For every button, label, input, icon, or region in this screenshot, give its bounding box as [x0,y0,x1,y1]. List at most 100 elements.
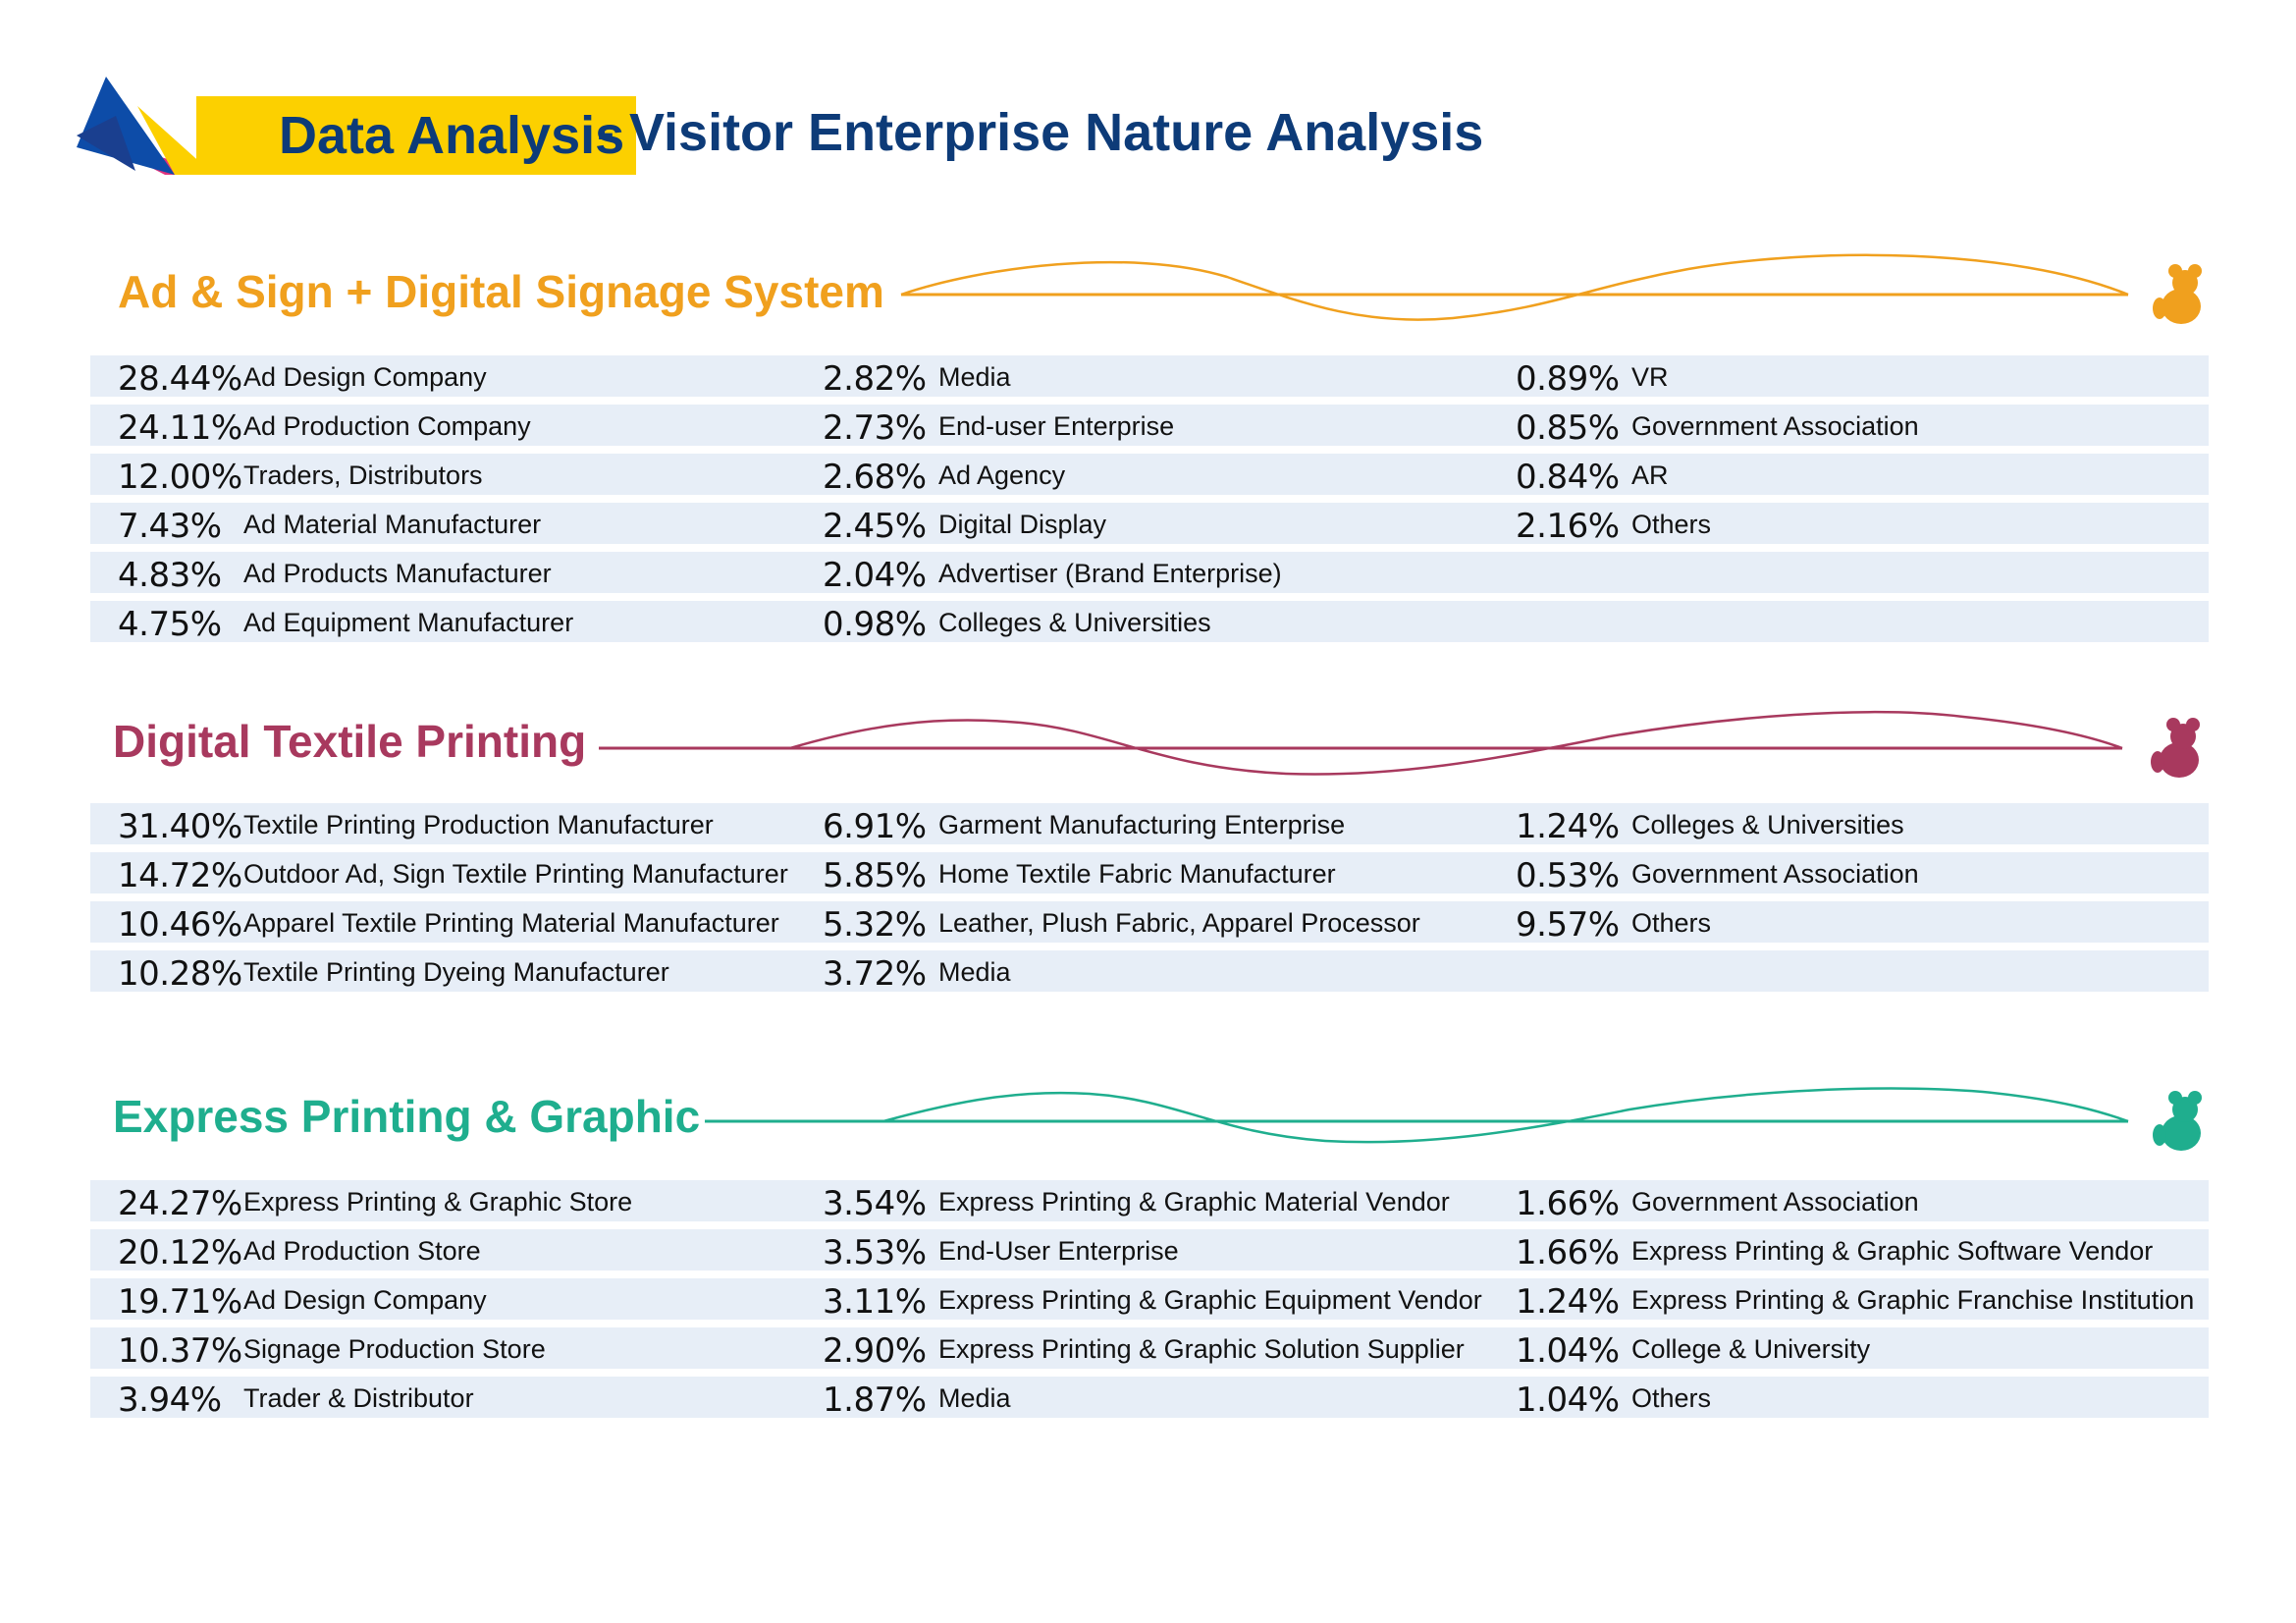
badge-title-text: Data Analysis [279,106,625,165]
wave-decoration [900,253,2129,321]
percentage-value: 20.12% [118,1233,242,1272]
category-label: Government Association [1631,859,1919,889]
percentage-value: 3.53% [823,1233,927,1272]
table-row: 24.27% Express Printing & Graphic Store 3.… [90,1180,2209,1223]
table-row: 14.72% Outdoor Ad, Sign Textile Printing … [90,852,2209,895]
wave-decoration [705,1087,2129,1144]
percentage-value: 10.28% [118,954,242,994]
mascot-icon [2153,1091,2202,1151]
mascot-icon [2153,264,2202,324]
category-label: Signage Production Store [243,1334,546,1364]
category-label: Ad Production Company [243,411,531,441]
wave-decoration [599,710,2123,776]
section-title: Digital Textile Printing [113,716,587,767]
section-ad-sign: Ad & Sign + Digital Signage System 28.44… [0,247,2296,644]
percentage-value: 2.73% [823,408,927,448]
percentage-value: 4.83% [118,556,222,595]
badge-title: Data Analysis [196,96,637,175]
percentage-value: 1.66% [1516,1184,1620,1223]
table-row: 3.94% Trader & Distributor 1.87% Media 1.04%… [90,1377,2209,1420]
category-label: Government Association [1631,411,1919,441]
category-label: Media [938,362,1011,392]
percentage-value: 3.54% [823,1184,927,1223]
section-header: Express Printing & Graphic [0,1072,2296,1161]
category-label: Ad Design Company [243,1285,487,1315]
section-header: Ad & Sign + Digital Signage System [0,247,2296,336]
category-label: Home Textile Fabric Manufacturer [938,859,1336,889]
table-row: 10.28% Textile Printing Dyeing Manufactur… [90,950,2209,994]
table-row: 4.75% Ad Equipment Manufacturer 0.98% Colle… [90,601,2209,644]
percentage-value: 24.11% [118,408,242,448]
category-label: Media [938,1383,1011,1413]
category-label: AR [1631,460,1669,490]
category-label: VR [1631,362,1669,392]
category-label: Ad Products Manufacturer [243,559,552,588]
percentage-value: 3.72% [823,954,927,994]
category-label: Express Printing & Graphic Store [243,1187,633,1217]
percentage-value: 2.45% [823,507,927,546]
percentage-value: 6.91% [823,807,927,846]
percentage-value: 3.11% [823,1282,927,1322]
category-label: Traders, Distributors [243,460,483,490]
section-table: 31.40% Textile Printing Production Manufa… [90,803,2209,1000]
percentage-value: 0.53% [1516,856,1620,895]
percentage-value: 2.68% [823,458,927,497]
percentage-value: 0.89% [1516,359,1620,399]
table-row: 19.71% Ad Design Company 3.11% Express Prin… [90,1278,2209,1322]
table-row: 20.12% Ad Production Store 3.53% End-User E… [90,1229,2209,1272]
page-header: Data Analysis - Visitor Enterprise Natur… [77,77,1549,185]
category-label: Others [1631,908,1712,938]
percentage-value: 31.40% [118,807,242,846]
category-label: Ad Design Company [243,362,487,392]
table-row: 31.40% Textile Printing Production Manufa… [90,803,2209,846]
category-label: Leather, Plush Fabric, Apparel Processor [938,908,1420,938]
section-title: Express Printing & Graphic [113,1091,701,1142]
percentage-value: 9.57% [1516,905,1620,945]
section-header: Digital Textile Printing [0,697,2296,785]
category-label: Outdoor Ad, Sign Textile Printing Manufa… [243,859,788,889]
category-label: Express Printing & Graphic Equipment Ven… [938,1285,1482,1315]
category-label: Trader & Distributor [243,1383,474,1413]
category-label: Colleges & Universities [1631,810,1904,839]
category-label: Textile Printing Production Manufacturer [243,810,714,839]
percentage-value: 10.46% [118,905,242,945]
section-digital-textile: Digital Textile Printing 31.40% Textile P… [0,697,2296,994]
table-row: 28.44% Ad Design Company 2.82% Media 0.89% VR [90,355,2209,399]
percentage-value: 12.00% [118,458,242,497]
category-label: Ad Agency [938,460,1066,490]
percentage-value: 4.75% [118,605,222,644]
percentage-value: 2.16% [1516,507,1620,546]
category-label: Media [938,957,1011,987]
category-label: Ad Material Manufacturer [243,510,542,539]
category-label: Digital Display [938,510,1107,539]
category-label: Express Printing & Graphic Franchise Ins… [1631,1285,2195,1315]
percentage-value: 1.87% [823,1380,927,1420]
section-table: 24.27% Express Printing & Graphic Store 3.… [90,1180,2209,1426]
section-title: Ad & Sign + Digital Signage System [118,266,884,317]
percentage-value: 5.85% [823,856,927,895]
category-label: Others [1631,510,1712,539]
category-label: Ad Production Store [243,1236,481,1266]
table-row: 10.46% Apparel Textile Printing Material … [90,901,2209,945]
logo-icon [77,77,214,175]
table-row: 4.83% Ad Products Manufacturer 2.04% Advert… [90,552,2209,595]
category-label: Garment Manufacturing Enterprise [938,810,1346,839]
category-label: Colleges & Universities [938,608,1211,637]
category-label: Apparel Textile Printing Material Manufa… [243,908,779,938]
percentage-value: 24.27% [118,1184,242,1223]
percentage-value: 3.94% [118,1380,222,1420]
section-table: 28.44% Ad Design Company 2.82% Media 0.89% VR… [90,355,2209,650]
percentage-value: 1.66% [1516,1233,1620,1272]
table-row: 24.11% Ad Production Company 2.73% End-user… [90,405,2209,448]
percentage-value: 2.04% [823,556,927,595]
category-label: End-User Enterprise [938,1236,1179,1266]
section-express-printing: Express Printing & Graphic 24.27% Express… [0,1072,2296,1420]
category-label: Express Printing & Graphic Solution Supp… [938,1334,1465,1364]
table-row: 7.43% Ad Material Manufacturer 2.45% Digita… [90,503,2209,546]
category-label: Government Association [1631,1187,1919,1217]
percentage-value: 0.84% [1516,458,1620,497]
percentage-value: 10.37% [118,1331,242,1371]
percentage-value: 1.04% [1516,1380,1620,1420]
percentage-value: 0.85% [1516,408,1620,448]
category-label: Others [1631,1383,1712,1413]
